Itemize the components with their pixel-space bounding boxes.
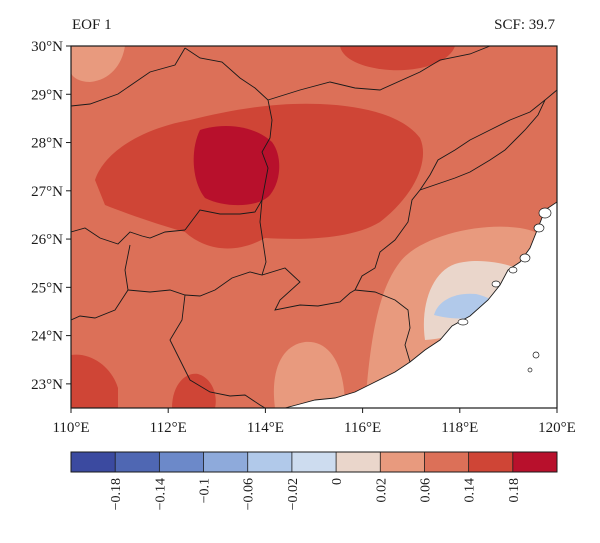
- colorbar-tick-label: −0.06: [242, 478, 257, 510]
- colorbar-swatch: [247, 452, 293, 472]
- lat-tick-label: 26°N: [31, 232, 63, 248]
- lon-tick-label: 116°E: [344, 420, 381, 436]
- lon-tick-label: 112°E: [150, 420, 187, 436]
- sea: [285, 202, 557, 408]
- lat-tick-label: 23°N: [31, 377, 63, 393]
- colorbar-swatch: [71, 452, 116, 472]
- latitude-axis: 30°N 29°N 28°N 27°N 26°N 25°N 24°N 23°N: [31, 39, 71, 393]
- colorbar-swatch: [159, 452, 204, 472]
- islands: [457, 207, 552, 373]
- field-dark-south: [172, 373, 216, 408]
- colorbar-tick-label: −0.02: [286, 478, 301, 510]
- lat-tick-label: 25°N: [31, 280, 63, 296]
- colorbar-swatch: [468, 452, 514, 472]
- colorbar-tick-label: 0.02: [374, 478, 389, 503]
- lon-tick-label: 120°E: [538, 420, 576, 436]
- scf-label: SCF: 39.7: [494, 17, 555, 33]
- colorbar-tick-label: 0: [330, 478, 345, 485]
- colorbar-swatch: [512, 452, 558, 472]
- coastline: [284, 201, 557, 408]
- lat-tick-label: 28°N: [31, 136, 63, 152]
- lat-tick-label: 29°N: [31, 87, 63, 103]
- colorbar-swatch: [203, 452, 249, 472]
- colorbar-swatch: [291, 452, 337, 472]
- map-frame: [70, 45, 558, 409]
- colorbar-swatch: [380, 452, 425, 472]
- colorbar: −0.18 −0.14 −0.1 −0.06 −0.02 0 0.02 0.06 0.14 0.1…: [70, 451, 558, 510]
- colorbar-swatch: [424, 452, 469, 472]
- lon-tick-label: 118°E: [441, 420, 478, 436]
- map-field: [71, 46, 557, 408]
- colorbar-frame: [70, 451, 558, 473]
- colorbar-tick-label: −0.14: [153, 478, 168, 510]
- lon-tick-label: 110°E: [52, 420, 89, 436]
- longitude-axis: 110°E 112°E 114°E 116°E 118°E 120°E: [52, 408, 576, 436]
- province-boundaries: [71, 46, 557, 408]
- colorbar-tick-label: 0.06: [418, 478, 433, 503]
- field-deep-core: [193, 126, 280, 206]
- lat-tick-label: 24°N: [31, 329, 63, 345]
- colorbar-swatch: [115, 452, 160, 472]
- colorbar-swatch: [336, 452, 381, 472]
- colorbar-tick-label: 0.18: [507, 478, 522, 503]
- field-light-south: [273, 341, 345, 408]
- field-dark-southwest: [71, 354, 118, 408]
- colorbar-tick-label: 0.14: [463, 478, 478, 503]
- lon-tick-label: 114°E: [247, 420, 284, 436]
- colorbar-tick-label: −0.1: [198, 478, 213, 503]
- eof-title: EOF 1: [72, 17, 112, 33]
- colorbar-tick-label: −0.18: [109, 478, 124, 510]
- lat-tick-label: 30°N: [31, 39, 63, 55]
- lat-tick-label: 27°N: [31, 184, 63, 200]
- field-light-northwest: [71, 46, 125, 82]
- field-dark-north: [340, 46, 455, 71]
